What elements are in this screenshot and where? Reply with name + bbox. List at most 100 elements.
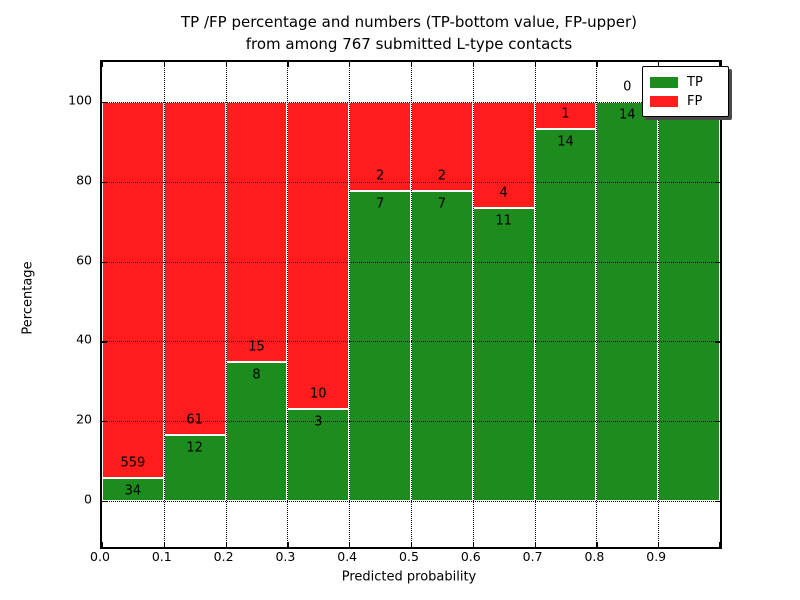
legend-swatch-fp (650, 96, 678, 107)
x-tickmark (349, 542, 351, 547)
x-tickmark-top (534, 62, 536, 67)
x-tickmark (596, 542, 598, 547)
bar-segment-tp (658, 102, 720, 501)
bar-label-fp: 559 (120, 455, 146, 471)
x-tick-label: 0.1 (151, 549, 172, 564)
gridline-vertical (411, 62, 412, 547)
gridline-vertical (658, 62, 660, 547)
plot-area: 559346112158103272741111401403 (100, 60, 722, 549)
bar-segment-tp (102, 478, 164, 501)
x-tickmark (534, 542, 536, 547)
y-tickmark (102, 181, 107, 184)
bar-segment-fp (287, 102, 350, 409)
bar-segment-fp (225, 102, 288, 363)
bar-segment-tp (411, 190, 473, 501)
bar-label-tp: 34 (124, 483, 142, 499)
gridline-vertical (349, 62, 351, 547)
x-axis-label: Predicted probability (341, 569, 477, 585)
legend: TP FP (642, 66, 729, 117)
gridline-horizontal (102, 261, 720, 263)
bar-label-fp: 2 (375, 168, 385, 184)
gridline-vertical (287, 62, 289, 547)
x-tick-label: 0.3 (275, 549, 296, 564)
y-tickmark (102, 421, 107, 423)
x-tickmark (411, 542, 413, 547)
x-tickmark-top (349, 62, 351, 67)
x-tick-label: 0.4 (337, 549, 358, 564)
y-tickmark (102, 501, 107, 503)
x-tickmark (287, 542, 289, 547)
x-tickmark-top (411, 62, 413, 67)
x-tick-label: 0.5 (399, 549, 419, 564)
x-tickmark-top (163, 62, 166, 67)
x-tick-label: 0.2 (213, 549, 234, 564)
y-axis-label: Percentage (20, 261, 36, 335)
bar-segment-tp (163, 435, 226, 501)
x-tickmark (472, 542, 475, 547)
gridline-vertical (225, 62, 227, 547)
bar-segment-tp (534, 128, 597, 501)
x-tickmark (658, 542, 660, 547)
y-tickmark-right (715, 181, 720, 184)
bar-segment-tp (225, 362, 288, 501)
x-tick-label: 0.7 (522, 549, 543, 564)
x-tick-label: 0.0 (90, 549, 110, 564)
y-tickmark-right (715, 421, 720, 423)
x-tickmark (718, 542, 720, 547)
gridline-vertical (534, 62, 536, 547)
x-tick-label: 0.9 (646, 549, 667, 564)
legend-item-fp: FP (650, 92, 722, 111)
chart-title-line1: TP /FP percentage and numbers (TP-bottom… (181, 13, 637, 31)
bar-label-tp: 8 (252, 367, 261, 383)
y-tickmark-right (715, 341, 720, 343)
bar-label-tp: 12 (186, 440, 203, 456)
gridline-horizontal (102, 341, 720, 343)
bar-label-fp: 61 (186, 412, 203, 428)
gridline-vertical (596, 62, 598, 547)
gridline-horizontal (102, 181, 720, 183)
gridline-horizontal (102, 421, 720, 423)
y-tick-label: 100 (68, 92, 92, 108)
x-tickmark-top (718, 62, 720, 67)
x-tick-label: 0.8 (584, 549, 605, 564)
chart-title-line2: from among 767 submitted L-type contacts (245, 35, 573, 53)
y-tick-label: 60 (76, 252, 92, 268)
x-tickmark-top (287, 62, 289, 67)
bar-label-tp: 7 (375, 196, 385, 212)
bar-label-tp: 3 (314, 414, 323, 430)
x-tick-label: 0.6 (460, 549, 481, 564)
chart-title: TP /FP percentage and numbers (TP-bottom… (100, 11, 718, 55)
legend-label: TP (687, 75, 703, 90)
bar-label-tp: 11 (495, 213, 512, 229)
bar-label-fp: 10 (310, 386, 327, 402)
x-tickmark-top (102, 62, 104, 67)
legend-swatch-tp (650, 77, 678, 88)
bar-segment-tp (472, 208, 535, 501)
bar-label-fp: 4 (499, 185, 508, 201)
y-tick-label: 20 (76, 411, 92, 427)
legend-label: FP (687, 94, 703, 109)
gridline-horizontal (102, 102, 720, 103)
x-tickmark-top (596, 62, 598, 67)
gridline-vertical (163, 62, 165, 547)
bar-label-fp: 2 (437, 168, 447, 184)
y-tick-label: 0 (84, 491, 92, 507)
bar-segment-tp (596, 102, 659, 501)
x-tickmark (225, 542, 227, 547)
bar-label-fp: 0 (623, 79, 632, 95)
bar-label-tp: 7 (437, 196, 447, 212)
legend-item-tp: TP (650, 73, 722, 92)
y-tickmark-right (715, 261, 720, 263)
x-tickmark (102, 542, 104, 547)
x-tickmark-top (225, 62, 227, 67)
bar-label-tp: 14 (619, 107, 636, 123)
bar-segment-fp (163, 102, 226, 436)
x-tickmark (163, 542, 166, 547)
x-tickmark-top (472, 62, 475, 67)
bar-label-fp: 1 (561, 106, 570, 122)
bar-label-tp: 14 (557, 134, 574, 150)
bar-label-fp: 15 (248, 339, 265, 355)
gridline-vertical (472, 62, 474, 547)
gridline-horizontal (102, 501, 720, 502)
